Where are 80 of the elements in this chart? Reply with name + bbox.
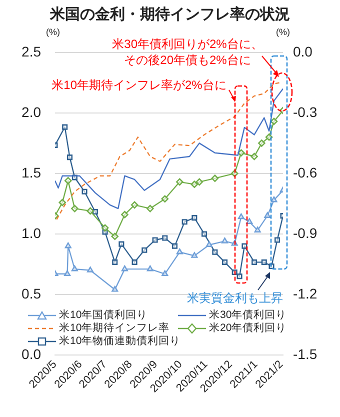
point bbox=[142, 247, 148, 253]
point bbox=[64, 242, 72, 248]
point bbox=[82, 188, 88, 194]
point bbox=[162, 235, 168, 241]
chart-title: 米国の金利・期待インフレ率の状況 bbox=[48, 5, 291, 24]
point bbox=[62, 124, 68, 130]
point bbox=[101, 224, 109, 232]
point bbox=[254, 226, 261, 232]
y-tick-label: 2.0 bbox=[22, 104, 42, 120]
point bbox=[146, 204, 154, 212]
text: 米30年債利回りが2%台に、 bbox=[111, 36, 264, 52]
point bbox=[246, 218, 253, 224]
point bbox=[176, 178, 184, 186]
point bbox=[172, 243, 178, 249]
point bbox=[58, 198, 66, 206]
y2-tick-label: -1.5 bbox=[293, 346, 318, 362]
point bbox=[212, 249, 218, 255]
y-tick-label: 1.0 bbox=[22, 224, 42, 241]
y2-tick-label: -1.2 bbox=[293, 285, 318, 302]
annotation: その後20年債も2%台に bbox=[123, 52, 252, 68]
point bbox=[264, 212, 271, 218]
point bbox=[265, 133, 273, 141]
point bbox=[196, 178, 203, 186]
point bbox=[206, 241, 212, 248]
point bbox=[121, 210, 128, 218]
point bbox=[66, 154, 73, 160]
point bbox=[201, 231, 208, 237]
point bbox=[258, 140, 266, 147]
point bbox=[270, 196, 278, 202]
legend-label: 米30年債利回り bbox=[209, 309, 287, 322]
point bbox=[274, 237, 280, 243]
y-tick-label: 1.5 bbox=[22, 164, 42, 180]
point bbox=[111, 232, 119, 240]
point bbox=[112, 259, 118, 265]
point bbox=[152, 237, 158, 243]
legend-label: 米10年物価連動債利回り bbox=[59, 335, 181, 348]
y2-tick-label: -0.9 bbox=[293, 224, 318, 241]
point bbox=[64, 270, 71, 276]
annotation: 米10年期待インフレ率が2%台に bbox=[50, 77, 228, 93]
point bbox=[222, 238, 228, 244]
point bbox=[118, 241, 124, 247]
point bbox=[211, 174, 219, 182]
point bbox=[121, 265, 128, 272]
point bbox=[250, 152, 258, 160]
point bbox=[132, 259, 138, 265]
point bbox=[112, 286, 118, 292]
y-tick-label: 0.5 bbox=[22, 285, 42, 302]
y-tick-label: 2.5 bbox=[22, 43, 42, 60]
point bbox=[242, 243, 248, 249]
y2-tick-label: 0.0 bbox=[293, 43, 313, 60]
y-tick-label: 0.0 bbox=[22, 346, 42, 362]
point bbox=[176, 248, 183, 254]
point bbox=[236, 274, 242, 280]
point bbox=[238, 213, 244, 220]
y2-axis-title: (%) bbox=[276, 27, 290, 37]
point bbox=[222, 259, 228, 265]
y2-tick-label: -0.6 bbox=[293, 164, 318, 180]
point bbox=[161, 195, 169, 203]
point bbox=[182, 219, 188, 225]
point bbox=[71, 204, 78, 212]
point bbox=[261, 259, 267, 265]
legend-label: 米10年期待インフレ率 bbox=[59, 322, 170, 335]
point bbox=[162, 270, 168, 276]
y-axis-title: (%) bbox=[46, 27, 60, 37]
point bbox=[270, 118, 278, 126]
y2-tick-label: -0.3 bbox=[293, 104, 318, 120]
point bbox=[86, 207, 94, 215]
point bbox=[130, 201, 138, 209]
point bbox=[238, 149, 245, 157]
point bbox=[71, 265, 78, 272]
point bbox=[191, 252, 198, 258]
point bbox=[252, 259, 258, 265]
point bbox=[64, 177, 72, 184]
point bbox=[146, 265, 154, 272]
legend-label: 米20年債利回り bbox=[209, 322, 287, 335]
point bbox=[192, 215, 198, 221]
legend-label: 米10年国債利回り bbox=[59, 309, 148, 322]
point bbox=[87, 266, 94, 272]
point bbox=[190, 180, 198, 188]
annotation: 米実質金利も上昇 bbox=[186, 290, 284, 306]
